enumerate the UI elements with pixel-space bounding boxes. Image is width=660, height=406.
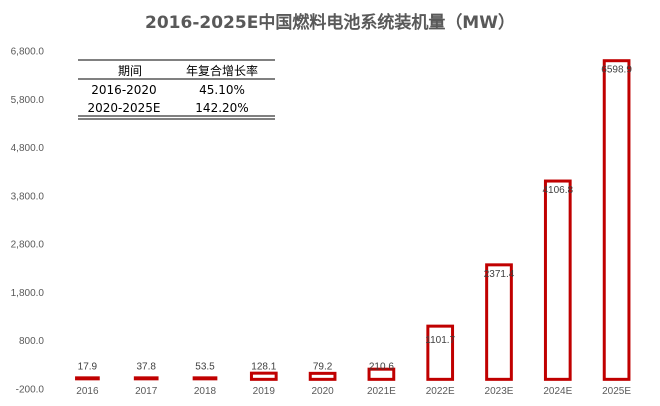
cagr-table: 期间 年复合增长率 2016-2020 45.10% 2020-2025E 14… [78,59,275,120]
x-tick-label: 2017 [135,386,158,397]
bar-2016 [75,376,100,381]
x-tick-label: 2024E [543,386,572,397]
data-label: 2371.4 [484,269,515,280]
x-tick-label: 2019 [253,386,276,397]
bar-2020 [308,371,337,381]
bar-2022E [426,324,455,381]
y-tick-label: 4,800.0 [11,143,45,154]
x-tick-label: 2016 [76,386,99,397]
table-row-cagr: 45.10% [199,83,245,97]
data-label: 17.9 [78,361,98,372]
bar-2017 [133,376,159,381]
table-header-cagr: 年复合增长率 [186,63,258,78]
x-tick-label: 2018 [194,386,217,397]
y-tick-label: 3,800.0 [11,191,45,202]
bar-2025E [602,59,631,381]
bar-2021E [367,367,396,381]
data-label: 53.5 [195,361,215,372]
data-label: 37.8 [136,361,156,372]
bar-2019 [249,371,278,381]
y-tick-label: 1,800.0 [11,288,45,299]
table-row-period: 2020-2025E [88,101,161,115]
data-label: 128.1 [251,361,276,372]
data-label: 4106.8 [543,185,574,196]
y-tick-label: 5,800.0 [11,95,45,106]
y-tick-label: 6,800.0 [11,47,45,58]
bar-2024E [543,179,572,381]
table-row-cagr: 142.20% [195,101,248,115]
x-tick-label: 2023E [485,386,514,397]
chart-title: 2016-2025E中国燃料电池系统装机量（MW） [145,12,515,33]
x-tick-label: 2021E [367,386,396,397]
x-tick-label: 2020 [311,386,334,397]
table-header-period: 期间 [118,64,142,78]
data-label: 79.2 [313,361,333,372]
y-tick-label: 800.0 [19,336,44,347]
data-label: 6598.9 [601,65,632,76]
bar-2018 [192,376,218,381]
bar-2023E [485,263,513,381]
bars: 17.9 37.8 53.5 128.1 79.2 210.6 1101.7 2371.4 41… [75,59,632,381]
x-tick-label: 2025E [602,386,631,397]
table-row-period: 2016-2020 [91,83,156,97]
x-tick-label: 2022E [426,386,455,397]
y-tick-label: -200.0 [16,385,45,396]
y-tick-label: 2,800.0 [11,240,45,251]
y-axis: -200.0 800.0 1,800.0 2,800.0 3,800.0 4,800.0 5… [11,47,45,396]
x-axis: 2016 2017 2018 2019 2020 2021E 2022E 2023E 2024E… [76,386,631,397]
data-label: 210.6 [369,361,394,372]
data-label: 1101.7 [425,335,455,346]
